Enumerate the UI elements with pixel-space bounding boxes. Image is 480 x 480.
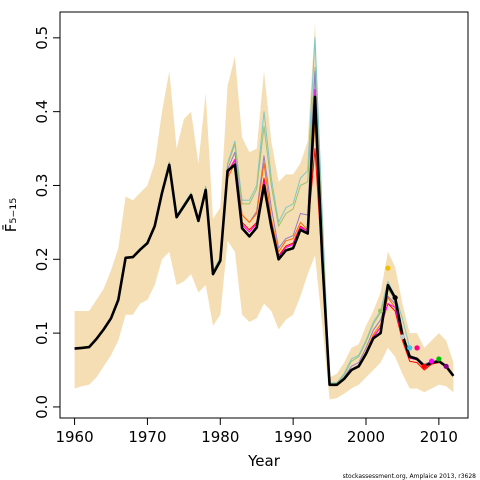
endpoint-marker bbox=[443, 363, 449, 369]
endpoint-marker bbox=[377, 308, 384, 314]
y-tick-label: 0.4 bbox=[33, 100, 51, 124]
y-tick-label: 0.1 bbox=[33, 321, 51, 345]
y-axis: 0.0 0.1 0.2 0.3 0.4 0.5 bbox=[33, 26, 60, 419]
y-tick-label: 0.2 bbox=[33, 247, 51, 271]
x-tick-label: 1980 bbox=[201, 428, 239, 446]
confidence-band bbox=[74, 23, 454, 400]
endpoint-marker bbox=[436, 356, 442, 362]
x-axis: 1960 1970 1980 1990 2000 2010 bbox=[55, 418, 458, 446]
confidence-band-layer bbox=[74, 23, 454, 400]
y-tick-label: 0.5 bbox=[33, 26, 51, 50]
plot-frame bbox=[59, 11, 469, 419]
x-tick-label: 1970 bbox=[128, 428, 166, 446]
y-tick-label: 0.3 bbox=[33, 174, 51, 198]
endpoint-layer bbox=[377, 265, 449, 369]
endpoint-marker bbox=[392, 295, 398, 301]
x-tick-label: 1960 bbox=[55, 428, 93, 446]
endpoint-marker bbox=[428, 358, 435, 364]
endpoint-marker bbox=[414, 345, 420, 351]
credit-text: stockassessment.org, Amplaice 2013, r362… bbox=[343, 473, 477, 480]
y-axis-title: F̄₅₋₁₅ bbox=[1, 198, 20, 233]
series-layer bbox=[74, 37, 455, 387]
y-tick-label: 0.0 bbox=[33, 395, 51, 419]
endpoint-marker bbox=[421, 363, 427, 369]
x-tick-label: 2010 bbox=[420, 428, 458, 446]
endpoint-marker bbox=[399, 334, 406, 340]
series-line bbox=[74, 95, 455, 387]
endpoint-marker bbox=[385, 265, 391, 271]
x-axis-title: Year bbox=[247, 452, 281, 470]
endpoint-marker bbox=[407, 345, 413, 351]
x-tick-label: 2000 bbox=[347, 428, 385, 446]
x-tick-label: 1990 bbox=[274, 428, 312, 446]
